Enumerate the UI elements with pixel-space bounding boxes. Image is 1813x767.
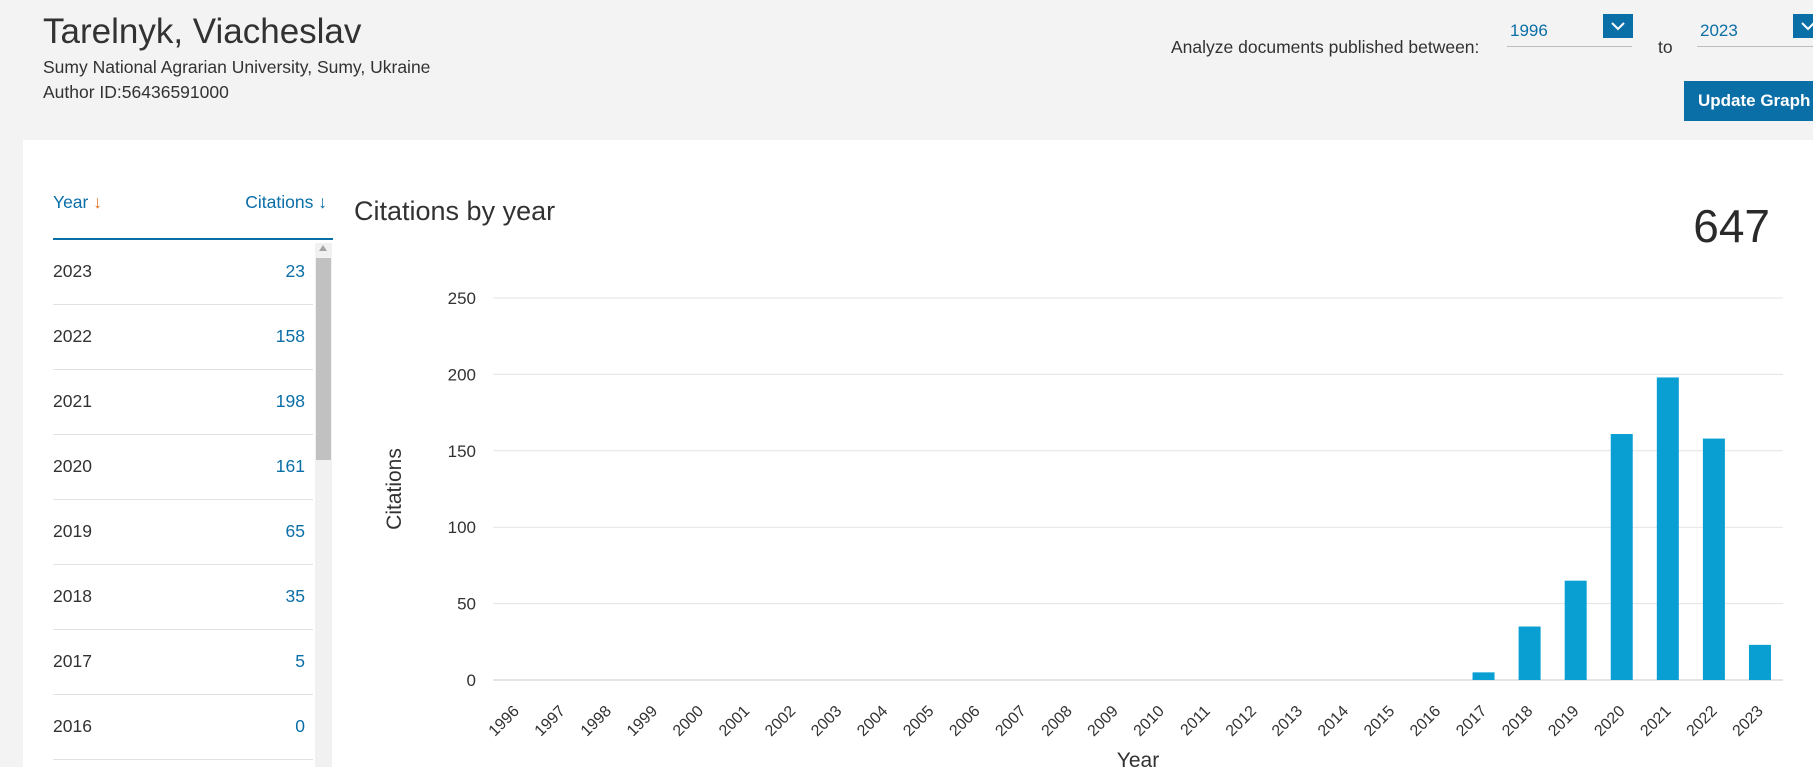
x-tick-label: 2007	[992, 703, 1029, 740]
table-row: 2017 5	[53, 630, 313, 695]
y-tick-label: 0	[467, 671, 476, 690]
row-citations-link[interactable]: 161	[275, 456, 305, 476]
row-citations-link[interactable]: 158	[275, 326, 305, 346]
author-affiliation: Sumy National Agrarian University, Sumy,…	[43, 57, 431, 77]
x-tick-label: 2021	[1637, 703, 1674, 740]
x-tick-label: 2016	[1407, 703, 1444, 740]
row-year: 2021	[53, 391, 92, 411]
row-citations-link[interactable]: 65	[285, 521, 305, 541]
x-tick-label: 2000	[670, 703, 707, 740]
x-tick-label: 2014	[1315, 703, 1352, 740]
row-citations-link[interactable]: 5	[295, 651, 305, 671]
row-year: 2018	[53, 586, 92, 606]
year-header-label: Year	[53, 192, 89, 212]
row-year: 2023	[53, 261, 92, 281]
row-citations-link[interactable]: 0	[295, 716, 305, 736]
row-year: 2020	[53, 456, 92, 476]
x-tick-label: 1999	[624, 703, 661, 740]
row-year: 2017	[53, 651, 92, 671]
total-citations: 647	[1693, 200, 1770, 252]
bar-2019[interactable]	[1564, 580, 1587, 680]
author-header	[0, 0, 1813, 140]
arrow-down-icon: ↓	[318, 192, 327, 212]
chevron-down-icon[interactable]	[1793, 14, 1813, 38]
citations-table-body: 2023 23 2022 158 2021 198 2020 161 2019 65 2018 35 2…	[53, 240, 313, 767]
arrow-down-icon: ↓	[93, 192, 102, 212]
bar-2022[interactable]	[1702, 438, 1725, 680]
x-tick-label: 2002	[762, 703, 799, 740]
x-tick-label: 2023	[1730, 703, 1767, 740]
x-axis-title: Year	[1117, 749, 1159, 767]
x-tick-label: 2015	[1361, 703, 1398, 740]
scroll-thumb[interactable]	[316, 258, 331, 460]
scroll-up-icon[interactable]	[319, 245, 327, 251]
x-tick-label: 2012	[1223, 703, 1260, 740]
y-tick-label: 250	[448, 289, 476, 308]
bar-2018[interactable]	[1518, 626, 1541, 680]
row-citations-link[interactable]: 198	[275, 391, 305, 411]
table-row: 2016 0	[53, 695, 313, 760]
x-tick-label: 2017	[1453, 703, 1490, 740]
left-gutter	[0, 140, 23, 767]
y-tick-label: 100	[448, 518, 476, 537]
author-id: Author ID:56436591000	[43, 82, 229, 102]
bar-2017[interactable]	[1472, 672, 1495, 680]
bar-2020[interactable]	[1610, 433, 1633, 680]
table-row: 2020 161	[53, 435, 313, 500]
table-row: 2021 198	[53, 370, 313, 435]
year-sort-header[interactable]: Year ↓	[53, 192, 102, 213]
table-row: 2019 65	[53, 500, 313, 565]
y-axis-title: Citations	[383, 448, 406, 530]
x-tick-label: 2022	[1684, 703, 1721, 740]
table-row: 2018 35	[53, 565, 313, 630]
bar-2021[interactable]	[1656, 377, 1679, 680]
y-tick-label: 150	[448, 442, 476, 461]
table-scrollbar[interactable]	[315, 243, 332, 767]
row-citations-link[interactable]: 23	[285, 261, 305, 281]
row-year: 2016	[53, 716, 92, 736]
x-tick-label: 1996	[486, 703, 523, 740]
table-row: 2023 23	[53, 240, 313, 305]
x-tick-label: 2019	[1545, 703, 1582, 740]
y-tick-label: 200	[448, 365, 476, 384]
x-tick-label: 2003	[808, 703, 845, 740]
y-tick-label: 50	[457, 595, 476, 614]
x-tick-label: 2004	[854, 703, 891, 740]
chart-title: Citations by year	[354, 196, 556, 226]
bar-2023[interactable]	[1748, 644, 1771, 680]
x-tick-label: 2001	[716, 703, 753, 740]
x-tick-label: 2013	[1269, 703, 1306, 740]
x-tick-label: 2005	[900, 703, 937, 740]
to-label: to	[1658, 37, 1673, 57]
from-year-select[interactable]: 1996	[1507, 14, 1633, 47]
to-year-value: 2023	[1700, 21, 1738, 40]
x-tick-label: 2006	[946, 703, 983, 740]
citations-table-header: Year ↓ Citations ↓	[53, 188, 333, 240]
author-name: Tarelnyk, Viacheslav	[43, 12, 362, 51]
row-year: 2022	[53, 326, 92, 346]
row-year: 2019	[53, 521, 92, 541]
from-year-value: 1996	[1510, 21, 1548, 40]
table-row: 2022 158	[53, 305, 313, 370]
x-tick-label: 2020	[1591, 703, 1628, 740]
citations-sort-header[interactable]: Citations ↓	[245, 192, 327, 213]
x-tick-label: 2009	[1085, 703, 1122, 740]
update-graph-button[interactable]: Update Graph	[1684, 81, 1813, 121]
x-tick-label: 1997	[532, 703, 569, 740]
citations-header-label: Citations	[245, 192, 314, 212]
row-citations-link[interactable]: 35	[285, 586, 305, 606]
x-tick-label: 2018	[1499, 703, 1536, 740]
x-tick-label: 1998	[578, 703, 615, 740]
analyze-range-label: Analyze documents published between:	[1171, 37, 1480, 57]
x-tick-label: 2010	[1131, 703, 1168, 740]
x-tick-label: 2011	[1178, 703, 1214, 739]
to-year-select[interactable]: 2023	[1697, 14, 1813, 47]
x-tick-label: 2008	[1039, 703, 1076, 740]
chevron-down-icon[interactable]	[1603, 14, 1633, 38]
